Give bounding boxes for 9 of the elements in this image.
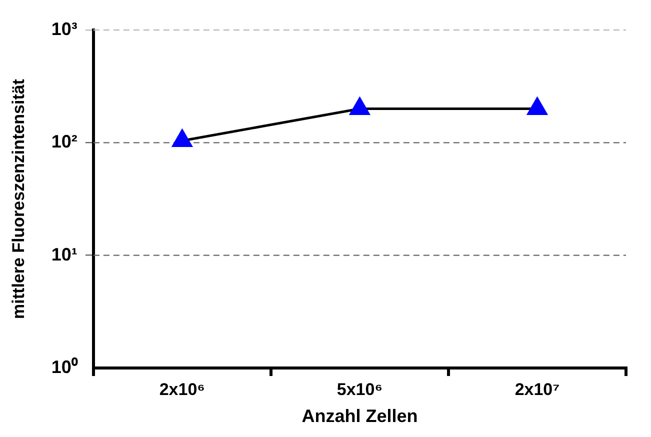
y-axis-title: mittlere Fluoreszenzintensität <box>8 78 28 319</box>
x-tick-label: 2x10⁶ <box>159 380 206 399</box>
x-axis-title: Anzahl Zellen <box>302 406 418 426</box>
x-tick-label: 5x10⁶ <box>336 380 383 399</box>
y-tick-label: 10⁰ <box>51 356 78 377</box>
x-tick-label: 2x10⁷ <box>514 380 560 399</box>
y-tick-label: 10³ <box>51 18 78 39</box>
y-tick-label: 10¹ <box>51 244 78 264</box>
y-tick-label: 10² <box>51 132 78 152</box>
